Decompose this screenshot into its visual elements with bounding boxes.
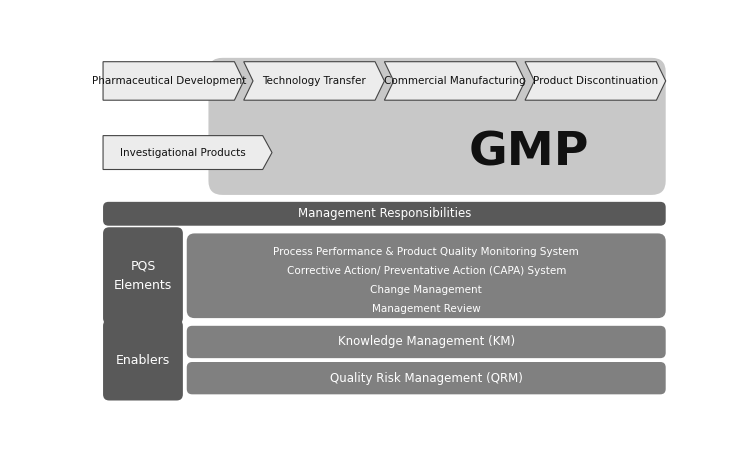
Text: Corrective Action/ Preventative Action (CAPA) System: Corrective Action/ Preventative Action (… xyxy=(286,266,566,276)
Text: Commercial Manufacturing: Commercial Manufacturing xyxy=(384,76,526,86)
FancyBboxPatch shape xyxy=(209,58,666,195)
Text: Knowledge Management (KM): Knowledge Management (KM) xyxy=(338,336,514,348)
Polygon shape xyxy=(384,62,525,100)
Text: Technology Transfer: Technology Transfer xyxy=(262,76,366,86)
FancyBboxPatch shape xyxy=(187,326,666,358)
Text: Process Performance & Product Quality Monitoring System: Process Performance & Product Quality Mo… xyxy=(273,247,579,257)
Text: Enablers: Enablers xyxy=(116,354,170,367)
FancyBboxPatch shape xyxy=(103,202,666,226)
Text: Management Responsibilities: Management Responsibilities xyxy=(298,207,471,220)
Text: Management Review: Management Review xyxy=(372,304,481,314)
Polygon shape xyxy=(103,62,244,100)
Text: PQS
Elements: PQS Elements xyxy=(114,260,172,292)
Polygon shape xyxy=(525,62,666,100)
FancyBboxPatch shape xyxy=(103,227,183,324)
FancyBboxPatch shape xyxy=(103,320,183,400)
Polygon shape xyxy=(244,62,384,100)
Text: Product Discontinuation: Product Discontinuation xyxy=(532,76,658,86)
Text: GMP: GMP xyxy=(469,130,590,175)
Text: Change Management: Change Management xyxy=(370,285,482,295)
Text: Pharmaceutical Development: Pharmaceutical Development xyxy=(92,76,246,86)
Text: Quality Risk Management (QRM): Quality Risk Management (QRM) xyxy=(330,372,523,385)
FancyBboxPatch shape xyxy=(187,234,666,318)
Polygon shape xyxy=(103,135,272,170)
Text: Investigational Products: Investigational Products xyxy=(120,148,246,157)
FancyBboxPatch shape xyxy=(187,362,666,394)
